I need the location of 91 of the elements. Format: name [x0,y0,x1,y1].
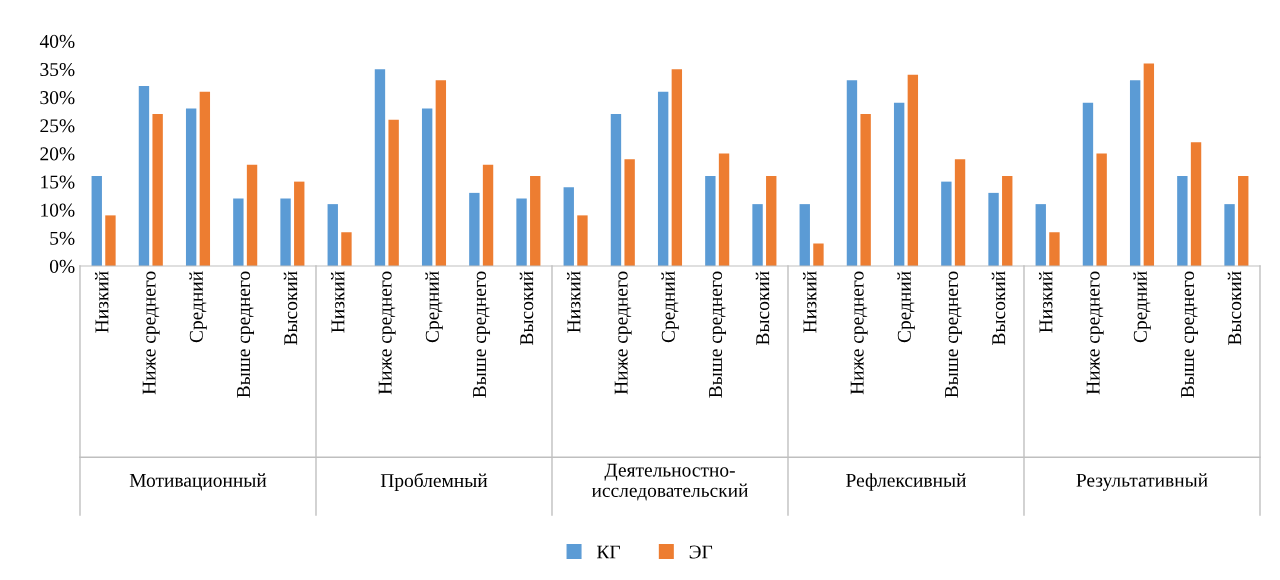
text: Проблемный [380,472,488,492]
x-tick-label: Высокий [283,271,298,345]
bar [435,80,447,266]
bar [860,114,871,266]
x-tick-label: Выше среднего [709,271,727,398]
bar [813,243,824,266]
y-tick-label: 10% [41,203,75,217]
x-tick-label: Средний [189,271,207,343]
bar [388,119,399,266]
text: Мотивационный [129,473,267,491]
x-tick-label: Высокий [519,271,534,345]
text: Результативный [1076,473,1208,491]
bar [766,176,777,266]
bar [421,108,433,266]
bar [327,204,338,266]
bar [846,80,858,266]
bar [907,74,919,266]
bar [482,164,494,266]
text: Деятельностно- исследовательский [591,463,749,501]
y-tick-label: 30% [40,91,75,105]
bar [1049,232,1060,266]
x-tick-label: Ниже среднего [614,271,632,395]
y-tick-label: 0% [49,259,75,273]
x-tick-label: Низкий [1038,271,1053,333]
bar [1082,102,1094,266]
bar [199,91,211,266]
x-tick-label: Средний [897,271,915,343]
y-tick-label: 25% [40,119,75,133]
y-tick-label: 35% [40,62,75,77]
text: Рефлексивный [846,473,966,491]
bar [246,164,258,266]
x-tick-label: Ниже среднего [850,271,868,395]
bar [294,181,305,266]
bar [138,86,150,266]
bar [1129,80,1141,266]
bar [941,181,952,266]
bar [610,114,622,266]
bar [1002,176,1013,266]
bar [988,192,999,266]
bar [954,159,966,266]
bar [233,198,244,266]
bar [577,215,588,266]
bar [752,204,763,266]
x-tick-label: Выше среднего [473,271,491,398]
y-tick-label: 15% [41,175,75,189]
bar [563,187,574,266]
y-tick-label: 40% [39,34,75,48]
bar [657,91,669,266]
legend-label: КГ [596,545,620,559]
x-tick-label: Средний [1133,271,1151,343]
bar [280,198,291,266]
x-tick-label: Высокий [1227,271,1242,345]
bar [374,69,386,266]
x-tick-label: Ниже среднего [142,271,160,395]
bar [1190,142,1202,266]
bar [1035,204,1046,266]
bar [530,176,541,266]
x-tick-label: Выше среднего [1181,271,1199,398]
x-tick-label: Выше среднего [945,271,963,398]
x-tick-label: Средний [661,271,679,343]
bar [799,204,810,266]
bar [105,215,116,266]
x-tick-label: Низкий [94,271,109,333]
x-tick-label: Высокий [991,271,1006,345]
x-tick-label: Высокий [755,271,770,345]
x-tick-label: Ниже среднего [378,271,396,395]
x-tick-label: Низкий [566,271,581,333]
x-tick-label: Низкий [802,271,817,333]
bar [185,108,197,266]
bar [1143,63,1155,266]
x-tick-label: Низкий [330,271,345,333]
bar [91,176,102,266]
bar [705,176,716,266]
bar [341,232,352,266]
bar [152,114,163,266]
x-tick-label: Ниже среднего [1086,271,1104,395]
bar [516,198,527,266]
bar [469,192,480,266]
bar [718,153,730,266]
bar [1238,176,1249,266]
bar [624,159,635,266]
bar [1096,153,1107,266]
y-tick-label: 5% [50,231,75,245]
legend-label: ЭГ [689,545,713,559]
bar [671,69,683,266]
x-tick-label: Выше среднего [237,271,255,398]
bar [1224,204,1235,266]
bar [1177,176,1188,266]
x-tick-label: Средний [425,271,443,343]
y-tick-label: 20% [40,147,75,161]
bar [893,102,905,266]
